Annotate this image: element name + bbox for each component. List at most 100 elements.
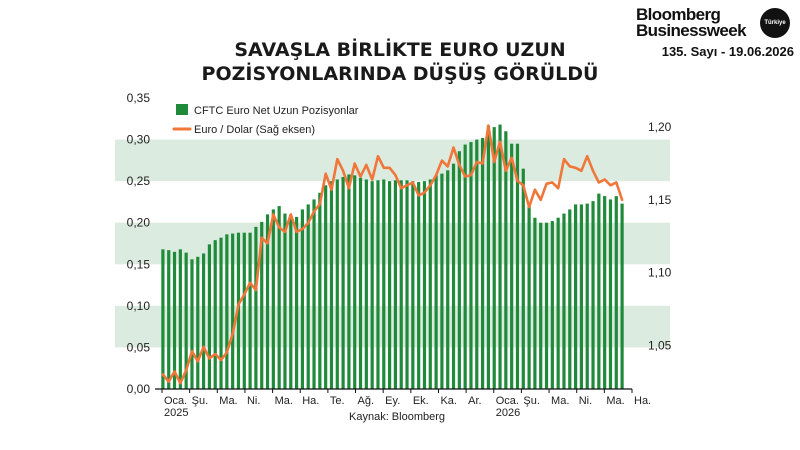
bar bbox=[265, 214, 270, 389]
bar bbox=[254, 226, 258, 389]
legend-label-line: Euro / Dolar (Sağ eksen) bbox=[194, 124, 315, 136]
bar bbox=[515, 143, 520, 389]
left-axis-tick: 0,20 bbox=[127, 216, 151, 230]
x-axis-tick: Ek. bbox=[413, 395, 429, 407]
bar bbox=[225, 234, 229, 389]
bar bbox=[271, 209, 275, 389]
bar bbox=[213, 240, 217, 389]
bar bbox=[562, 213, 566, 389]
bar bbox=[277, 206, 281, 389]
bar bbox=[370, 181, 374, 389]
bar bbox=[498, 124, 502, 389]
bar bbox=[480, 137, 485, 389]
bar bbox=[620, 203, 624, 389]
bar bbox=[417, 181, 421, 389]
year-label: 2026 bbox=[496, 407, 520, 419]
legend-swatch-bars bbox=[176, 104, 188, 115]
bar bbox=[568, 209, 572, 389]
bar bbox=[475, 139, 479, 389]
bar bbox=[527, 202, 531, 389]
right-axis-tick: 1,20 bbox=[648, 120, 672, 134]
bar bbox=[556, 217, 560, 389]
left-axis-tick: 0,25 bbox=[127, 174, 151, 188]
x-axis-tick: Ey. bbox=[385, 395, 400, 407]
bar bbox=[260, 221, 264, 389]
year-label: 2025 bbox=[164, 407, 188, 419]
x-axis-tick: Ni. bbox=[247, 395, 260, 407]
chart-title-line1: SAVAŞLA BİRLİKTE EURO UZUN bbox=[234, 39, 566, 61]
bar bbox=[510, 143, 514, 389]
bar bbox=[167, 250, 171, 389]
bar bbox=[603, 196, 607, 389]
bar bbox=[614, 196, 618, 389]
x-axis-tick: Ar. bbox=[468, 395, 481, 407]
bar bbox=[422, 181, 427, 389]
bar bbox=[539, 222, 543, 389]
bar bbox=[347, 174, 351, 389]
bar bbox=[201, 253, 206, 389]
bar bbox=[411, 181, 415, 389]
bar bbox=[283, 213, 287, 389]
background-band bbox=[115, 139, 670, 182]
bar bbox=[521, 168, 525, 389]
bar bbox=[573, 204, 578, 389]
left-axis-tick: 0,35 bbox=[127, 91, 151, 105]
left-axis-tick: 0,05 bbox=[127, 340, 151, 354]
bar bbox=[486, 125, 491, 390]
bar bbox=[306, 204, 310, 389]
x-axis-tick: Şu. bbox=[192, 395, 209, 407]
bar bbox=[353, 175, 357, 389]
legend-label-bars: CFTC Euro Net Uzun Pozisyonlar bbox=[194, 105, 359, 117]
x-axis-tick: Ma. bbox=[551, 395, 569, 407]
x-axis-tick: Ha. bbox=[634, 395, 651, 407]
bar bbox=[300, 209, 305, 389]
bar bbox=[196, 256, 200, 389]
bar bbox=[324, 185, 328, 389]
bar bbox=[393, 180, 398, 389]
bar bbox=[428, 179, 432, 389]
background-band bbox=[115, 305, 670, 348]
bar bbox=[231, 233, 235, 389]
bar bbox=[387, 181, 392, 389]
bar bbox=[591, 201, 595, 389]
x-axis-tick: Şu. bbox=[523, 395, 540, 407]
bar bbox=[184, 252, 188, 389]
left-axis-tick: 0,10 bbox=[127, 299, 151, 313]
bar bbox=[405, 180, 409, 389]
bar bbox=[219, 237, 223, 389]
bar bbox=[294, 216, 299, 389]
bar bbox=[544, 222, 549, 389]
bar bbox=[446, 170, 450, 389]
bar bbox=[172, 251, 177, 389]
bar bbox=[585, 203, 589, 389]
bar bbox=[190, 259, 194, 389]
chart-source: Kaynak: Bloomberg bbox=[349, 411, 445, 423]
bar bbox=[341, 176, 345, 389]
brand-name-line1: Bloomberg bbox=[636, 5, 721, 24]
bar bbox=[318, 192, 322, 389]
bar bbox=[469, 142, 473, 389]
x-axis-tick: Oca. bbox=[164, 395, 187, 407]
bar bbox=[579, 204, 584, 389]
bar bbox=[440, 173, 444, 389]
bar bbox=[492, 127, 496, 389]
bar bbox=[434, 175, 438, 389]
bar bbox=[533, 217, 537, 389]
bar bbox=[504, 131, 508, 389]
bar bbox=[161, 249, 165, 389]
bar bbox=[457, 151, 461, 389]
right-axis-tick: 1,10 bbox=[648, 266, 672, 280]
bar bbox=[178, 249, 182, 389]
x-axis-tick: Ni. bbox=[579, 395, 592, 407]
bar bbox=[608, 199, 613, 389]
x-axis-tick: Ma. bbox=[219, 395, 237, 407]
right-axis-tick: 1,05 bbox=[648, 338, 672, 352]
bar bbox=[312, 199, 316, 389]
bar bbox=[248, 232, 252, 389]
left-axis-tick: 0,15 bbox=[127, 257, 151, 271]
x-axis-tick: Ağ. bbox=[358, 395, 375, 407]
x-axis-tick: Oca. bbox=[496, 395, 519, 407]
brand-badge: Türkiye bbox=[760, 8, 790, 38]
x-axis-tick: Ka. bbox=[440, 395, 457, 407]
